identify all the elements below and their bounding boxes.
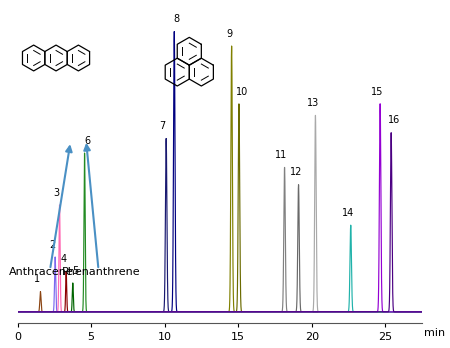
Text: 7: 7 <box>159 121 165 131</box>
Text: 8: 8 <box>174 14 180 24</box>
Text: 4: 4 <box>60 254 67 264</box>
Text: 1: 1 <box>34 275 40 284</box>
Text: 5: 5 <box>72 266 79 276</box>
Text: 15: 15 <box>371 87 383 97</box>
Text: 6: 6 <box>84 136 90 146</box>
Text: 3: 3 <box>53 188 59 198</box>
Text: 2: 2 <box>49 240 55 250</box>
Text: 9: 9 <box>226 29 232 39</box>
Text: 14: 14 <box>342 208 354 218</box>
Text: 13: 13 <box>306 98 319 108</box>
Text: 11: 11 <box>275 150 288 160</box>
Text: Anthracene: Anthracene <box>9 267 73 277</box>
Text: min: min <box>423 328 445 338</box>
Text: 12: 12 <box>290 167 302 177</box>
Text: 10: 10 <box>235 87 248 97</box>
Text: 16: 16 <box>388 116 400 126</box>
Text: Phenanthrene: Phenanthrene <box>62 267 141 277</box>
